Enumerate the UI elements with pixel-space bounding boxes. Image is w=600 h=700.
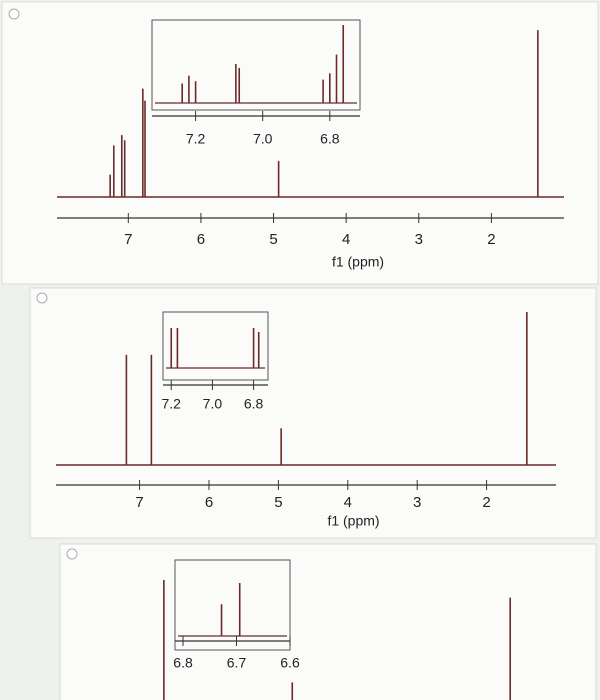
tick-label: 6.7: [227, 655, 247, 671]
tick-label: 7: [135, 494, 143, 511]
tick-label: 7.0: [203, 396, 223, 412]
tick-label: 6.8: [244, 396, 264, 412]
tick-label: 5: [269, 231, 277, 248]
tick-label: 6: [205, 494, 213, 511]
radio-button[interactable]: [36, 292, 48, 304]
tick-label: 6: [197, 231, 205, 248]
tick-label: 7: [124, 231, 132, 248]
option-panel[interactable]: [1, 1, 599, 285]
tick-label: 7.0: [253, 131, 273, 147]
inset-frame: [162, 311, 269, 381]
tick-label: 7.2: [186, 131, 206, 147]
tick-label: 6.8: [173, 655, 193, 671]
tick-label: 6.8: [320, 131, 340, 147]
option-panel[interactable]: [59, 543, 597, 700]
tick-label: 2: [482, 494, 490, 511]
x-axis-label: f1 (ppm): [327, 513, 379, 529]
option-panel[interactable]: [29, 287, 597, 539]
tick-label: 3: [415, 231, 423, 248]
radio-button[interactable]: [8, 8, 20, 20]
inset-frame: [151, 19, 361, 111]
tick-label: 3: [413, 494, 421, 511]
x-axis-label: f1 (ppm): [332, 254, 384, 270]
radio-button[interactable]: [66, 548, 78, 560]
tick-label: 4: [344, 494, 352, 511]
tick-label: 7.2: [162, 396, 182, 412]
tick-label: 2: [487, 231, 495, 248]
tick-label: 4: [342, 231, 350, 248]
inset-frame: [174, 559, 291, 651]
tick-label: 6.6: [280, 655, 300, 671]
tick-label: 5: [274, 494, 282, 511]
